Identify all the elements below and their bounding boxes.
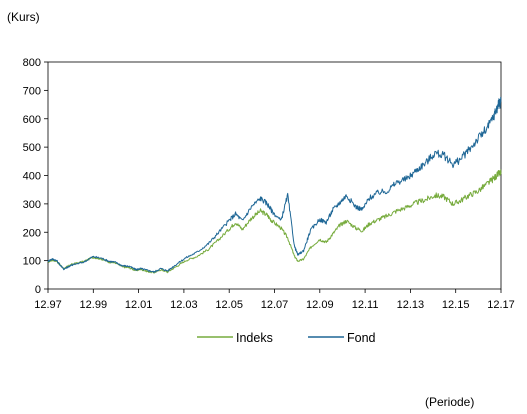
legend-label-fond: Fond [347,331,376,345]
x-tick-label: 12.05 [215,299,243,311]
y-tick-label: 700 [23,85,41,97]
series-line-indeks [47,169,502,274]
x-tick-label: 12.11 [352,299,379,311]
x-axis-unit-label: (Periode) [425,395,475,409]
y-tick-label: 500 [23,142,41,154]
y-tick-label: 200 [23,227,41,239]
plot-area-border [47,61,502,290]
y-tick-label: 400 [23,171,41,183]
x-tick-label: 12.09 [306,299,334,311]
y-axis-unit-label: (Kurs) [7,10,40,24]
x-tick-label: 12.97 [34,299,62,311]
x-tick-label: 12.13 [397,299,425,311]
y-tick-label: 600 [23,114,41,126]
x-tick-label: 12.17 [487,299,515,311]
y-tick-label: 100 [23,256,41,268]
y-tick-label: 800 [23,57,41,69]
y-tick-label: 0 [35,284,41,296]
y-tick-label: 300 [23,199,41,211]
x-tick-label: 12.99 [80,299,108,311]
x-tick-label: 12.15 [442,299,470,311]
legend-label-indeks: Indeks [236,331,273,345]
x-tick-label: 12.03 [170,299,198,311]
x-tick-label: 12.01 [125,299,153,311]
series-line-fond [47,96,502,273]
x-tick-label: 12.07 [261,299,289,311]
